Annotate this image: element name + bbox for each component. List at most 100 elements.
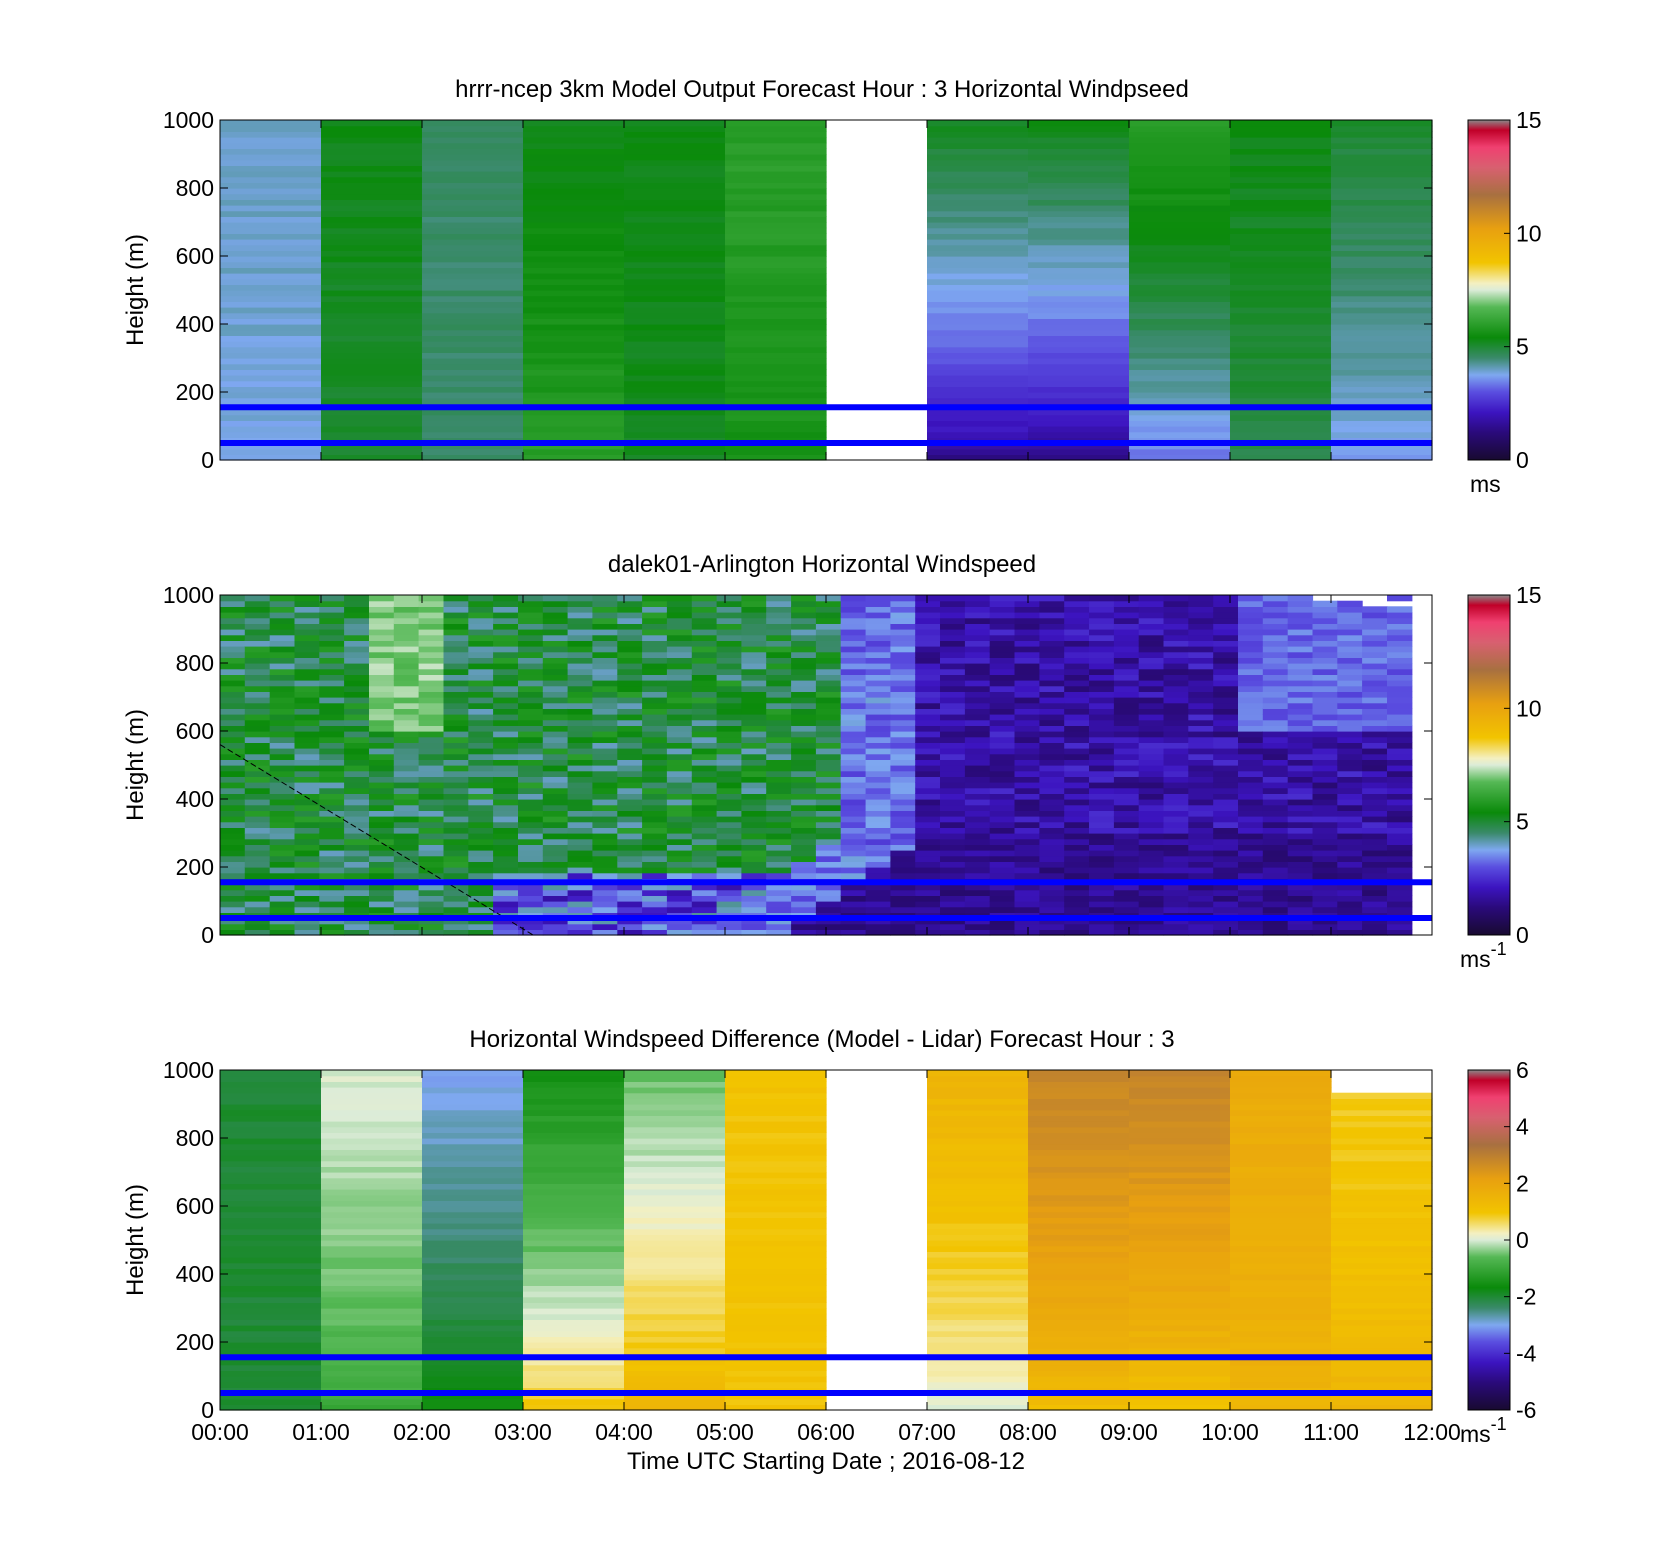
heatmap-cell (1230, 1183, 1332, 1190)
heatmap-cell (725, 1228, 827, 1235)
heatmap-cell (1163, 600, 1189, 607)
heatmap-cell (319, 776, 345, 783)
heatmap-cell (1262, 606, 1289, 613)
heatmap-cell (1213, 736, 1239, 743)
heatmap-cell (294, 714, 320, 721)
heatmap-cell (1028, 414, 1130, 421)
heatmap-cell (1188, 680, 1214, 687)
heatmap-cell (344, 776, 370, 783)
heatmap-cell (725, 301, 827, 308)
heatmap-cell (1331, 341, 1433, 348)
heatmap-cell (617, 895, 643, 902)
heatmap-cell (592, 906, 618, 913)
heatmap-cell (927, 318, 1029, 325)
heatmap-cell (964, 844, 991, 851)
heatmap-cell (840, 646, 867, 653)
heatmap-cell (890, 861, 916, 868)
heatmap-cell (220, 1364, 322, 1371)
heatmap-cell (725, 1234, 827, 1241)
heatmap-cell (1230, 375, 1332, 382)
heatmap-cell (766, 753, 792, 760)
heatmap-cell (422, 1404, 524, 1411)
heatmap-cell (617, 668, 643, 675)
heatmap-cell (1089, 640, 1115, 647)
heatmap-cell (1230, 1138, 1332, 1145)
heatmap-cell (443, 793, 469, 800)
heatmap-cell (1188, 793, 1214, 800)
heatmap-cell (642, 612, 668, 619)
heatmap-cell (666, 816, 693, 823)
heatmap-cell (1312, 906, 1338, 913)
heatmap-cell (624, 420, 726, 427)
dashed-line (219, 744, 534, 936)
heatmap-cell (592, 629, 618, 636)
heatmap-cell (393, 657, 420, 664)
heatmap-cell (617, 685, 643, 692)
heatmap-cell (691, 714, 718, 721)
heatmap-cell (344, 634, 370, 641)
heatmap-cell (624, 431, 726, 438)
heatmap-cell (1028, 148, 1130, 155)
heatmap-cell (940, 770, 966, 777)
heatmap-cell (1230, 154, 1332, 161)
heatmap-cell (1337, 838, 1363, 845)
heatmap-cell (915, 742, 941, 749)
heatmap-cell (766, 901, 792, 908)
heatmap-cell (269, 753, 296, 760)
heatmap-cell (624, 278, 726, 285)
heatmap-cell (269, 929, 296, 936)
heatmap-cell (840, 600, 867, 607)
panel-3-reference-lines (220, 1354, 1432, 1396)
heatmap-cell (321, 1189, 423, 1196)
heatmap-cell (964, 895, 991, 902)
heatmap-cell (1113, 776, 1140, 783)
heatmap-cell (269, 782, 296, 789)
heatmap-cell (716, 657, 742, 664)
heatmap-cell (691, 646, 718, 653)
heatmap-cell (927, 1291, 1029, 1298)
heatmap-cell (915, 623, 941, 630)
heatmap-cell (1287, 606, 1314, 613)
heatmap-cell (422, 1172, 524, 1179)
heatmap-cell (220, 1138, 322, 1145)
heatmap-cell (1129, 290, 1231, 297)
heatmap-cell (1129, 1342, 1231, 1349)
heatmap-cell (624, 1217, 726, 1224)
heatmap-cell (642, 838, 668, 845)
panel-1-reference-lines (220, 404, 1432, 446)
heatmap-cell (468, 651, 494, 658)
heatmap-cell (443, 736, 469, 743)
x-tick-label: 03:00 (494, 1419, 552, 1445)
heatmap-cell (294, 640, 320, 647)
heatmap-cell (220, 617, 246, 624)
heatmap-cell (989, 838, 1016, 845)
heatmap-cell (1238, 617, 1264, 624)
heatmap-cell (741, 838, 767, 845)
heatmap-cell (1129, 1070, 1231, 1077)
heatmap-cell (1129, 227, 1231, 234)
heatmap-cell (269, 895, 296, 902)
heatmap-cell (716, 617, 742, 624)
heatmap-cell (716, 867, 742, 874)
heatmap-cell (815, 901, 842, 908)
heatmap-cell (1213, 725, 1239, 732)
heatmap-cell (542, 617, 569, 624)
heatmap-cell (964, 634, 991, 641)
heatmap-cell (927, 171, 1029, 178)
heatmap-cell (666, 719, 693, 726)
heatmap-cell (321, 1393, 423, 1400)
heatmap-cell (927, 1336, 1029, 1343)
heatmap-cell (523, 165, 625, 172)
heatmap-cell (1129, 1330, 1231, 1337)
heatmap-cell (542, 685, 569, 692)
heatmap-cell (542, 691, 569, 698)
heatmap-cell (1028, 352, 1130, 359)
heatmap-cell (418, 725, 444, 732)
heatmap-cell (617, 867, 643, 874)
heatmap-cell (220, 1092, 322, 1099)
heatmap-cell (493, 736, 519, 743)
heatmap-cell (716, 612, 742, 619)
heatmap-cell (617, 702, 643, 709)
heatmap-cell (989, 901, 1016, 908)
heatmap-cell (1238, 748, 1264, 755)
